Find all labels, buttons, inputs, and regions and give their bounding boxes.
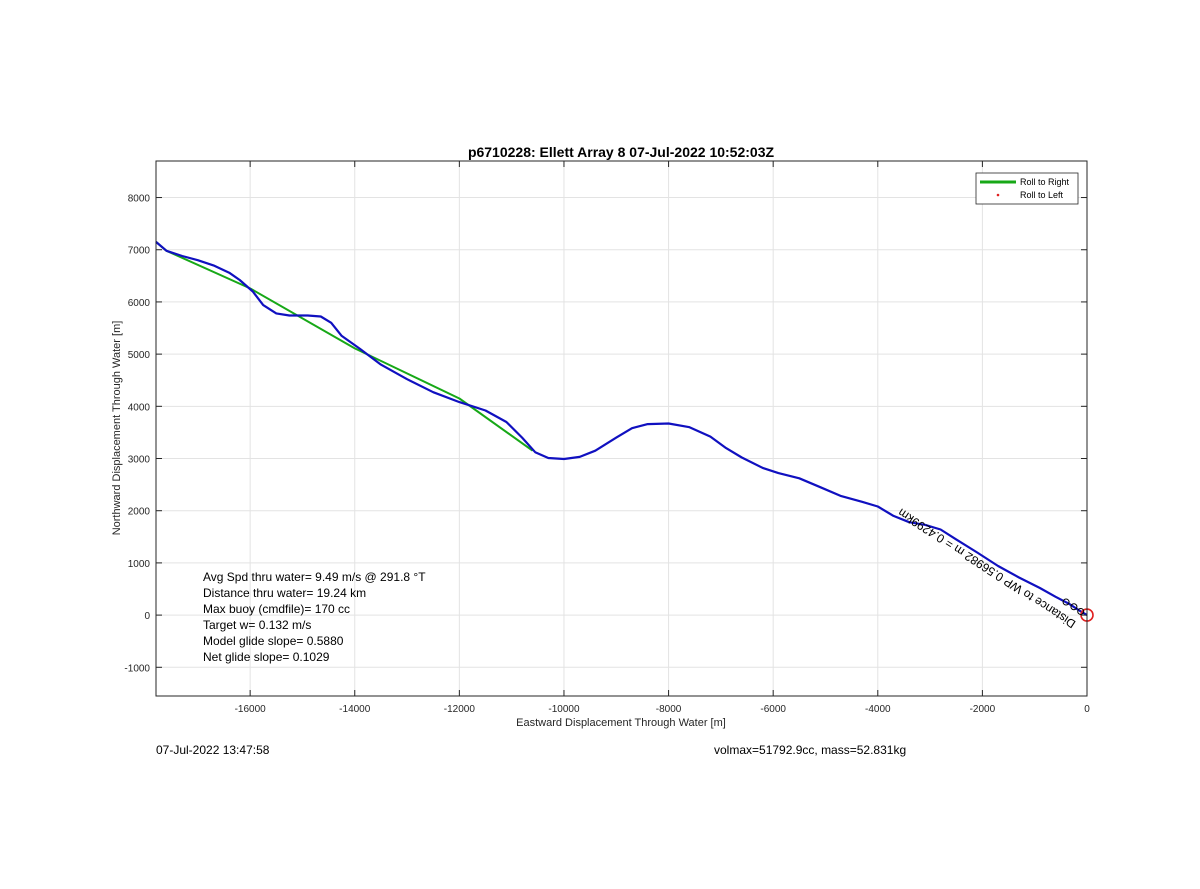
annotation-line: Distance thru water= 19.24 km	[203, 586, 366, 600]
y-tick-label: 4000	[128, 402, 151, 413]
waypoint-arrow-marker	[1070, 603, 1078, 611]
y-tick-label: -1000	[124, 663, 150, 674]
x-tick-label: -6000	[760, 704, 786, 715]
x-tick-label: -12000	[444, 704, 476, 715]
legend-entry: Roll to Left	[1020, 190, 1064, 200]
x-tick-label: -14000	[339, 704, 371, 715]
y-tick-label: 6000	[128, 298, 151, 309]
x-tick-label: -8000	[656, 704, 682, 715]
series-layer	[155, 241, 1094, 622]
axis-ticks: -16000 -14000 -12000 -10000 -8000 -6000 -4000-…	[124, 161, 1090, 715]
y-tick-label: 1000	[128, 559, 151, 570]
x-tick-label: -16000	[235, 704, 267, 715]
footer-timestamp: 07-Jul-2022 13:47:58	[156, 743, 270, 757]
grid-lines	[156, 161, 1088, 696]
footer-volmax-mass: volmax=51792.9cc, mass=52.831kg	[714, 743, 907, 757]
annotation-line: Net glide slope= 0.1029	[203, 650, 330, 664]
annotation-line: Target w= 0.132 m/s	[203, 618, 311, 632]
legend-box	[975, 172, 1079, 205]
y-tick-label: 0	[144, 611, 150, 622]
series-line-1	[155, 241, 1088, 617]
x-axis-label: Eastward Displacement Through Water [m]	[516, 717, 726, 729]
x-tick-label: -4000	[865, 704, 891, 715]
x-tick-label: -10000	[548, 704, 580, 715]
annotation-line: Avg Spd thru water= 9.49 m/s @ 291.8 °T	[203, 570, 426, 584]
stats-annotations: Avg Spd thru water= 9.49 m/s @ 291.8 °T D…	[203, 570, 426, 664]
y-axis-label: Northward Displacement Through Water [m]	[111, 321, 123, 536]
y-tick-label: 7000	[128, 246, 151, 257]
y-tick-label: 2000	[128, 507, 151, 518]
legend: Roll to Right Roll to Left	[975, 172, 1079, 205]
waypoint-distance-label: Distance to WP 0.56982 m = 0.4299km	[895, 506, 1078, 632]
x-tick-label: 0	[1084, 704, 1090, 715]
y-tick-label: 3000	[128, 455, 151, 466]
legend-entry: Roll to Right	[1020, 177, 1070, 187]
annotation-line: Max buoy (cmdfile)= 170 cc	[203, 602, 350, 616]
plot-frame	[155, 160, 1088, 697]
y-tick-label: 8000	[128, 194, 151, 205]
waypoint-arrow-marker	[1062, 598, 1070, 606]
y-tick-label: 5000	[128, 350, 151, 361]
legend-swatch-roll-left	[996, 193, 1000, 197]
x-tick-label: -2000	[970, 704, 996, 715]
waypoint-arrow-marker	[1077, 607, 1085, 615]
series-line-0	[155, 241, 534, 452]
chart-title: p6710228: Ellett Array 8 07-Jul-2022 10:…	[468, 144, 775, 160]
annotation-line: Model glide slope= 0.5880	[203, 634, 344, 648]
